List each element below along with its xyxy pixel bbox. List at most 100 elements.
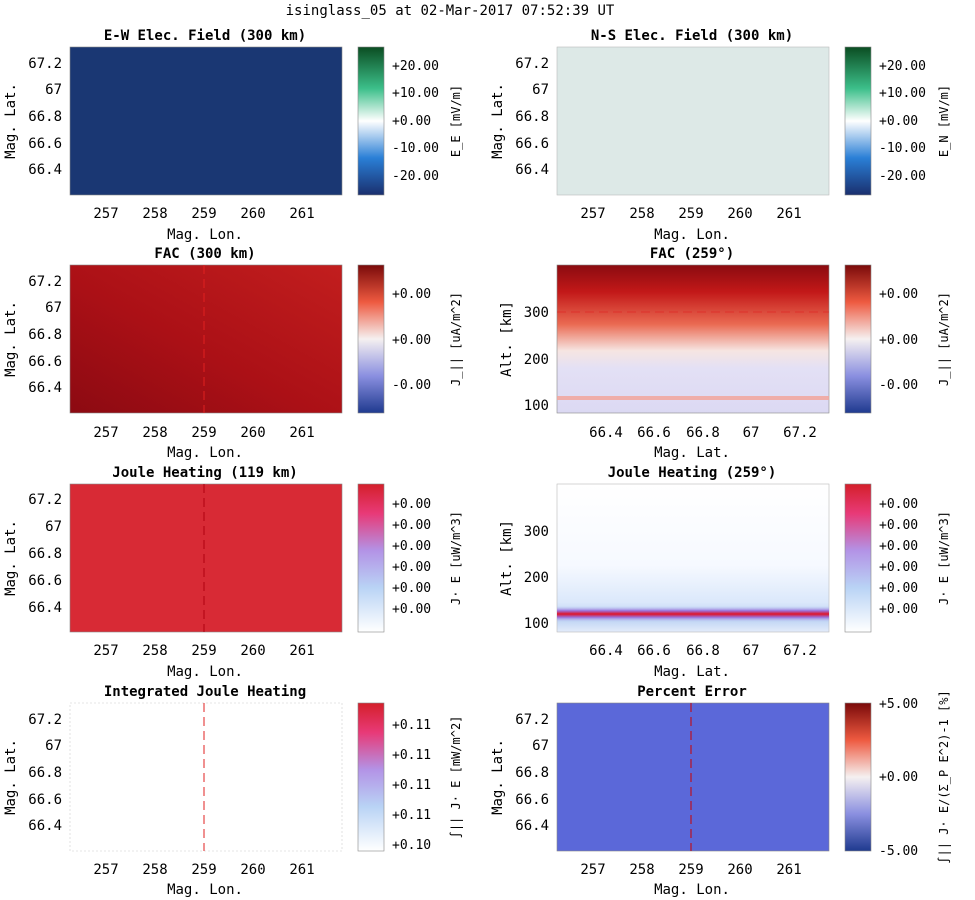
y-tick: 100 (524, 616, 549, 632)
y-tick: 66.4 (515, 162, 549, 178)
panel-joulealt-cbar-label: J· E [uW/m^3] (937, 511, 951, 605)
x-tick: 261 (289, 862, 314, 878)
x-tick: 259 (191, 862, 216, 878)
y-tick: 67 (532, 82, 549, 98)
y-tick: 66.4 (28, 380, 62, 396)
panel-intjoule-yticks: 67.2 67 66.8 66.6 66.4 (28, 712, 62, 834)
y-tick: 66.4 (515, 818, 549, 834)
panel-facalt-cbar-ticks: +0.00 +0.00 -0.00 (879, 287, 918, 393)
cbar-tick: +0.00 (392, 602, 431, 617)
x-tick: 257 (580, 862, 605, 878)
panel-fac-yticks: 67.2 67 66.8 66.6 66.4 (28, 274, 62, 396)
panel-facalt-ylabel: Alt. [km] (499, 301, 515, 377)
y-tick: 66.6 (28, 354, 62, 370)
x-tick: 260 (240, 862, 265, 878)
x-tick: 259 (191, 206, 216, 222)
cbar-tick: +10.00 (879, 86, 926, 101)
cbar-tick: +20.00 (879, 59, 926, 74)
cbar-tick: +0.00 (392, 497, 431, 512)
x-tick: 261 (289, 643, 314, 659)
panel-joule-ylabel: Mag. Lat. (3, 520, 19, 596)
panel-joule-field (69, 483, 343, 633)
panel-joulealt-yticks: 300 200 100 (524, 524, 549, 632)
panel-ew-xticks: 257 258 259 260 261 (93, 206, 314, 222)
panel-ns-cbar-ticks: +20.00 +10.00 +0.00 -10.00 -20.00 (879, 59, 926, 184)
cbar-tick: +0.00 (879, 114, 918, 129)
y-tick: 300 (524, 305, 549, 321)
cbar-tick: -20.00 (879, 169, 926, 184)
panel-joule: Joule Heating (119 km) 67.2 67 66.8 66.6… (3, 465, 463, 680)
y-tick: 66.6 (28, 136, 62, 152)
cbar-tick: +20.00 (392, 59, 439, 74)
x-tick: 67 (743, 425, 760, 441)
panel-ns: N-S Elec. Field (300 km) 67.2 67 66.8 66… (490, 28, 951, 243)
y-tick: 67.2 (28, 492, 62, 508)
panel-facalt-title: FAC (259°) (650, 246, 734, 262)
cbar-tick: +0.00 (392, 287, 431, 302)
y-tick: 66.8 (28, 546, 62, 562)
panel-perr-xlabel: Mag. Lon. (654, 882, 730, 898)
panel-fac-xticks: 257 258 259 260 261 (93, 425, 314, 441)
panel-facalt-xlabel: Mag. Lat. (654, 445, 730, 461)
cbar-tick: +0.00 (392, 333, 431, 348)
x-tick: 260 (727, 862, 752, 878)
y-tick: 66.6 (515, 792, 549, 808)
panel-joule-xlabel: Mag. Lon. (167, 664, 243, 680)
panel-perr: Percent Error 67.2 67 66.8 66.6 66.4 257… (490, 684, 951, 898)
cbar-tick: +0.00 (879, 539, 918, 554)
panel-perr-xticks: 257 258 259 260 261 (580, 862, 801, 878)
panel-ns-cbar-label: E_N [mV/m] (937, 85, 951, 157)
x-tick: 258 (629, 206, 654, 222)
panel-ns-xticks: 257 258 259 260 261 (580, 206, 801, 222)
cbar-tick: +0.11 (392, 718, 431, 733)
panel-fac-cbar-label: J_|| [uA/m^2] (449, 292, 463, 386)
y-tick: 200 (524, 570, 549, 586)
panel-fac-ylabel: Mag. Lat. (3, 301, 19, 377)
panel-intjoule-title: Integrated Joule Heating (104, 684, 306, 700)
panel-fac-xlabel: Mag. Lon. (167, 445, 243, 461)
cbar-tick: +0.00 (879, 333, 918, 348)
x-tick: 257 (93, 643, 118, 659)
panel-ew-ylabel: Mag. Lat. (3, 83, 19, 159)
panel-ns-ylabel: Mag. Lat. (490, 83, 506, 159)
x-tick: 258 (142, 643, 167, 659)
cbar-tick: +5.00 (879, 697, 918, 712)
panel-perr-ylabel: Mag. Lat. (490, 739, 506, 815)
cbar-tick: +0.00 (879, 560, 918, 575)
panel-intjoule-cbar-ticks: +0.11 +0.11 +0.11 +0.11 +0.10 (392, 718, 431, 853)
panel-joule-cbar-ticks: +0.00 +0.00 +0.00 +0.00 +0.00 +0.00 (392, 497, 431, 617)
panel-perr-field (556, 702, 830, 852)
x-tick: 257 (580, 206, 605, 222)
panel-ew-yticks: 67.2 67 66.8 66.6 66.4 (28, 56, 62, 178)
panel-ns-field (556, 46, 830, 196)
x-tick: 67.2 (783, 643, 817, 659)
x-tick: 66.4 (589, 643, 623, 659)
panel-ns-title: N-S Elec. Field (300 km) (591, 28, 793, 44)
panel-ew-cbar-ticks: +20.00 +10.00 +0.00 -10.00 -20.00 (392, 59, 439, 184)
figure-title: isinglass_05 at 02-Mar-2017 07:52:39 UT (286, 3, 615, 19)
panel-perr-cbar-ticks: +5.00 +0.00 -5.00 (879, 697, 918, 859)
x-tick: 261 (776, 862, 801, 878)
x-tick: 67.2 (783, 425, 817, 441)
cbar-tick: +10.00 (392, 86, 439, 101)
panel-fac-field (69, 264, 343, 414)
x-tick: 257 (93, 425, 118, 441)
panel-ew-xlabel: Mag. Lon. (167, 227, 243, 243)
cbar-tick: +0.11 (392, 748, 431, 763)
y-tick: 67.2 (28, 56, 62, 72)
panel-facalt-xticks: 66.4 66.6 66.8 67 67.2 (589, 425, 817, 441)
panel-intjoule-ylabel: Mag. Lat. (3, 739, 19, 815)
y-tick: 67 (45, 738, 62, 754)
panel-facalt-thin-band (557, 396, 829, 400)
panel-joule-yticks: 67.2 67 66.8 66.6 66.4 (28, 492, 62, 616)
panel-intjoule-field (69, 702, 343, 852)
panel-fac-title: FAC (300 km) (154, 246, 255, 262)
panel-facalt-yticks: 300 200 100 (524, 305, 549, 414)
cbar-tick: +0.00 (392, 518, 431, 533)
x-tick: 258 (142, 206, 167, 222)
x-tick: 257 (93, 862, 118, 878)
y-tick: 66.8 (28, 765, 62, 781)
panel-ns-colorbar (844, 46, 872, 196)
panel-intjoule-xlabel: Mag. Lon. (167, 882, 243, 898)
panel-joulealt-ylabel: Alt. [km] (499, 520, 515, 596)
